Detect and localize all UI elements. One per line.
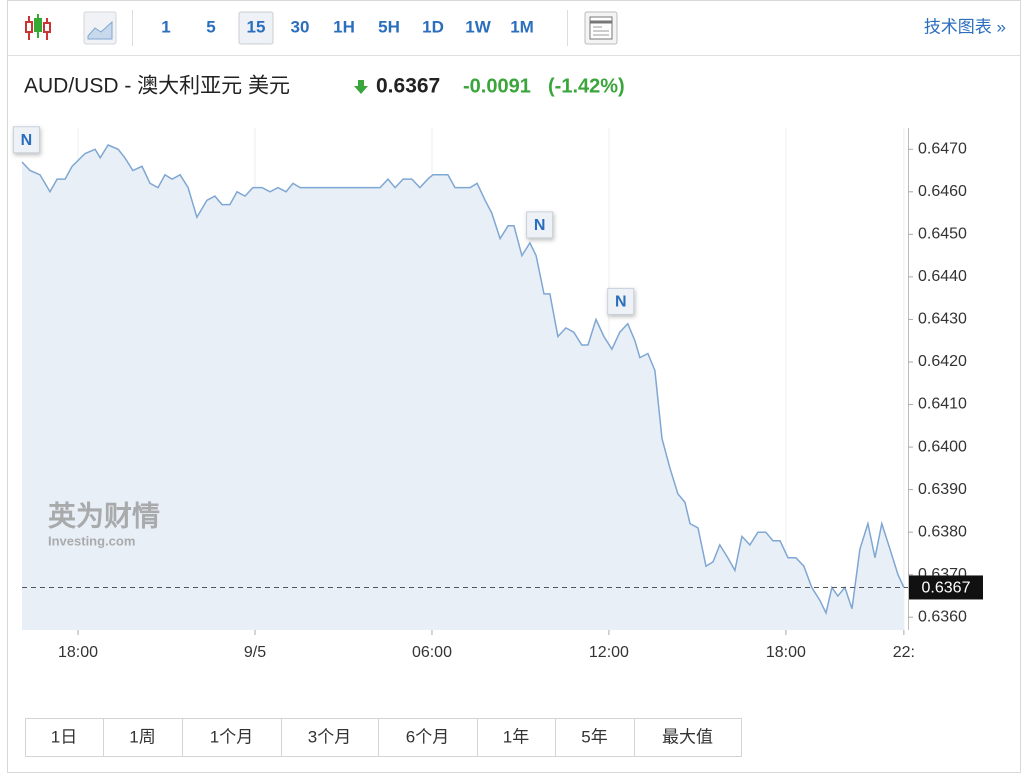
price: 0.6367 bbox=[376, 75, 440, 98]
range-button-label: 1周 bbox=[129, 727, 155, 746]
news-marker[interactable] bbox=[12, 126, 40, 154]
area bbox=[22, 145, 904, 630]
interval-button[interactable]: 1D bbox=[422, 17, 444, 36]
y-tick-label: 0.6460 bbox=[918, 183, 967, 200]
current-price-label: 0.6367 bbox=[922, 580, 971, 597]
x-tick-label: 18:00 bbox=[58, 644, 98, 661]
range-button[interactable] bbox=[555, 718, 635, 757]
range-button-label: 6个月 bbox=[406, 727, 449, 746]
y-tick-label: 0.6430 bbox=[918, 311, 967, 328]
interval-button[interactable]: 1 bbox=[161, 17, 170, 36]
interval-button[interactable]: 30 bbox=[291, 17, 310, 36]
range-button-label: 3个月 bbox=[308, 727, 351, 746]
y-tick-label: 0.6390 bbox=[918, 481, 967, 498]
x-tick-label: 12:00 bbox=[589, 644, 629, 661]
y-tick-label: 0.6380 bbox=[918, 523, 967, 540]
range-button-label: 1个月 bbox=[210, 727, 253, 746]
y-tick-label: 0.6360 bbox=[918, 608, 967, 625]
price-line bbox=[21, 144, 905, 616]
interval-button[interactable]: 1H bbox=[333, 17, 355, 36]
range-button-label: 最大值 bbox=[662, 727, 713, 746]
overlay: 0.6367 N N N bbox=[12, 126, 983, 600]
interval-button[interactable]: 1W bbox=[465, 17, 491, 36]
y-tick-label: 0.6410 bbox=[918, 396, 967, 413]
x-tick-label: 18:00 bbox=[766, 644, 806, 661]
change: -0.0091 bbox=[463, 75, 531, 97]
interval-selected bbox=[238, 11, 274, 45]
area-icon bbox=[87, 20, 113, 40]
y-tick-label: 0.6400 bbox=[918, 438, 967, 455]
news-marker-label: N bbox=[534, 217, 546, 234]
interval-button[interactable]: 15 bbox=[247, 17, 266, 36]
news-marker[interactable] bbox=[607, 287, 635, 315]
news-marker-label: N bbox=[615, 294, 627, 311]
y-tick-label: 0.6450 bbox=[918, 226, 967, 243]
range-button-label: 1年 bbox=[503, 727, 529, 746]
x-tick-label: 22: bbox=[893, 644, 915, 661]
range-button-label: 1日 bbox=[51, 727, 77, 746]
interval-button[interactable]: 5 bbox=[206, 17, 215, 36]
range-button[interactable] bbox=[378, 718, 478, 757]
x-tick-label: 9/5 bbox=[244, 644, 266, 661]
y-tick-label: 0.6470 bbox=[918, 140, 967, 157]
x-tick-label: 06:00 bbox=[412, 644, 452, 661]
tech-chart-link[interactable]: 技术图表 » bbox=[924, 17, 1006, 36]
news-marker[interactable] bbox=[526, 211, 554, 239]
range-button[interactable] bbox=[281, 718, 379, 757]
range-button-label: 5年 bbox=[581, 727, 607, 746]
y-tick-label: 0.6420 bbox=[918, 353, 967, 370]
news-marker-label: N bbox=[21, 132, 33, 149]
change-pct: (-1.42%) bbox=[548, 75, 625, 97]
layout-icon[interactable] bbox=[584, 11, 618, 45]
watermark-site: Investing.com bbox=[48, 533, 135, 548]
watermark-brand: 英为财情 bbox=[48, 500, 160, 531]
y-tick-label: 0.6440 bbox=[918, 268, 967, 285]
range-button[interactable] bbox=[103, 718, 183, 757]
candle-icon[interactable] bbox=[25, 14, 51, 40]
down-arrow bbox=[354, 80, 368, 94]
pair-title: AUD/USD - 澳大利亚元 美元 bbox=[24, 75, 290, 98]
range-button[interactable] bbox=[634, 718, 742, 757]
interval-button[interactable]: 1M bbox=[510, 17, 534, 36]
plot: 18:00 9/5 06:00 12:00 18:00 22:0.63600.63700.… bbox=[21, 128, 967, 661]
current-price-box bbox=[909, 575, 983, 600]
interval-button[interactable]: 5H bbox=[378, 17, 400, 36]
